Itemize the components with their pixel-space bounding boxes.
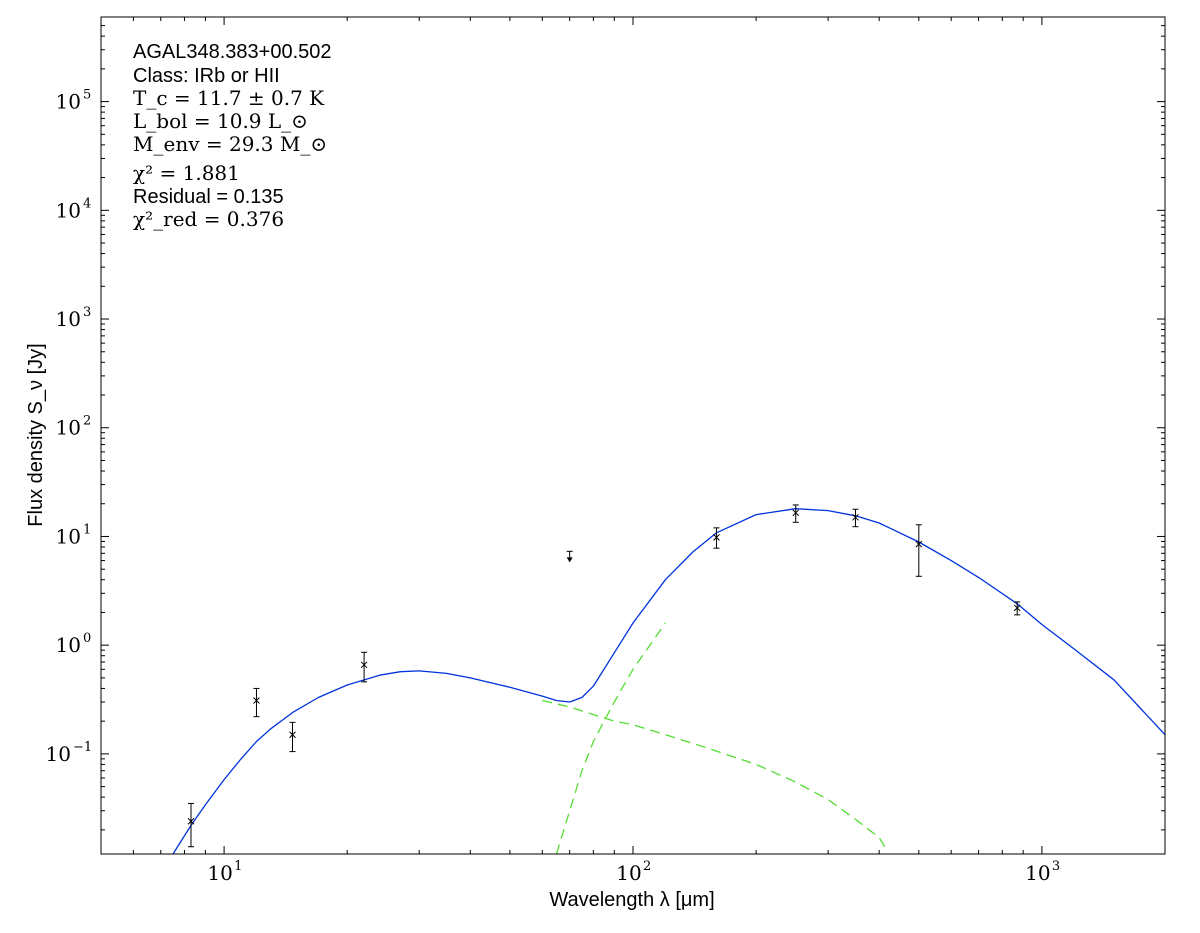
y-tick-label-exponent: 1 [83,522,91,537]
data-marker [852,513,859,521]
x-axis-label: Wavelength λ [μm] [549,889,714,911]
luminosity-label: L_bol = 10.9 L_⊙ [133,109,308,133]
y-tick-label-exponent: 2 [83,414,91,429]
source-name: AGAL348.383+00.502 [133,41,332,63]
x-tick-label-exponent: 2 [643,859,651,874]
y-tick-label-exponent: 5 [83,88,91,103]
class-label: Class: IRb or HII [133,65,280,87]
photometry-point [187,802,195,848]
x-tick-label: 10 [207,861,232,885]
fit-annotation: AGAL348.383+00.502 Class: IRb or HII T_c… [133,41,332,231]
photometry-point [289,721,296,753]
data-marker [1013,604,1021,612]
y-tick-label: 10 [56,90,81,114]
chi2-label: χ² = 1.881 [133,161,240,185]
y-tick-label-exponent: 0 [83,631,91,646]
y-tick-label: 10 [56,416,81,440]
x-tick-label-exponent: 3 [1052,859,1060,874]
residual-label: Residual = 0.135 [133,186,284,208]
y-tick-label-exponent: 3 [83,305,91,320]
temperature-label: T_c = 11.7 ± 0.7 K [133,86,325,110]
data-marker [360,661,368,669]
envelope-mass-label: M_env = 29.3 M_⊙ [133,132,327,156]
y-tick-label-exponent: −1 [73,740,92,755]
photometry-point [360,651,368,683]
upper-limit-arrow [566,557,573,563]
fit-curves [172,508,1165,854]
photometry-point [852,508,859,528]
data-marker [289,731,296,739]
photometry-point [1013,601,1021,616]
total-fit-line [172,508,1165,854]
x-tick-label: 10 [1025,861,1050,885]
y-tick-label: 10 [46,742,71,766]
data-marker [792,509,800,517]
photometry-point [713,527,720,549]
data-marker [915,540,923,548]
y-tick-label-exponent: 4 [83,196,91,211]
upper-limit-point [566,550,573,563]
data-marker [253,697,260,704]
reduced-chi2-label: χ²_red = 0.376 [133,207,284,231]
y-tick-label: 10 [56,198,81,222]
photometry-point [915,524,923,577]
photometry-point [792,504,800,523]
x-tick-label: 10 [616,861,641,885]
y-tick-label: 10 [56,524,81,548]
data-marker [187,817,195,825]
y-axis-label: Flux density S_ν [Jy] [25,343,47,526]
x-tick-label-exponent: 1 [234,859,242,874]
data-marker [713,534,720,541]
warm-component-line [542,699,889,853]
y-tick-label: 10 [56,307,81,331]
plot-area: 10 1 10 2 10 310 −110 010 110 210 310 410 5 [46,16,1166,885]
plot-frame [100,16,1166,855]
y-tick-label: 10 [56,633,81,657]
photometry-point [253,687,260,718]
